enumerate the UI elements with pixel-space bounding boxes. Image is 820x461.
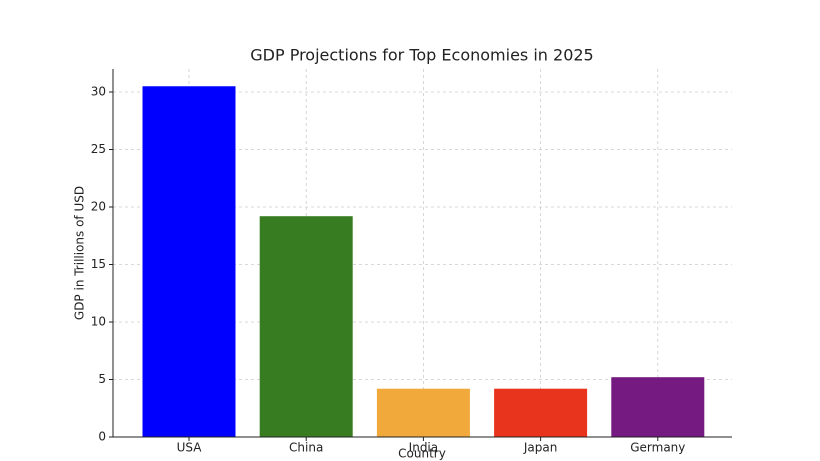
bar (142, 86, 236, 437)
x-tick-label: USA (177, 441, 203, 455)
y-tick-label: 10 (91, 315, 106, 329)
y-axis-label: GDP in Trillions of USD (73, 186, 87, 320)
y-tick-label: 30 (91, 85, 106, 99)
x-axis-label: Country (398, 447, 446, 461)
bar (611, 377, 705, 437)
x-tick-label: China (289, 441, 323, 455)
y-tick-label: 15 (91, 257, 106, 271)
x-tick-label: Japan (523, 441, 557, 455)
x-tick-label: Germany (630, 441, 685, 455)
bar (259, 216, 353, 437)
bar (494, 388, 588, 437)
x-tick-label: India (409, 441, 438, 455)
y-tick-label: 20 (91, 200, 106, 214)
y-tick-label: 0 (98, 430, 106, 444)
bar (376, 388, 470, 437)
y-tick-label: 25 (91, 142, 106, 156)
chart-title: GDP Projections for Top Economies in 202… (250, 46, 593, 65)
y-tick-label: 5 (98, 372, 106, 386)
